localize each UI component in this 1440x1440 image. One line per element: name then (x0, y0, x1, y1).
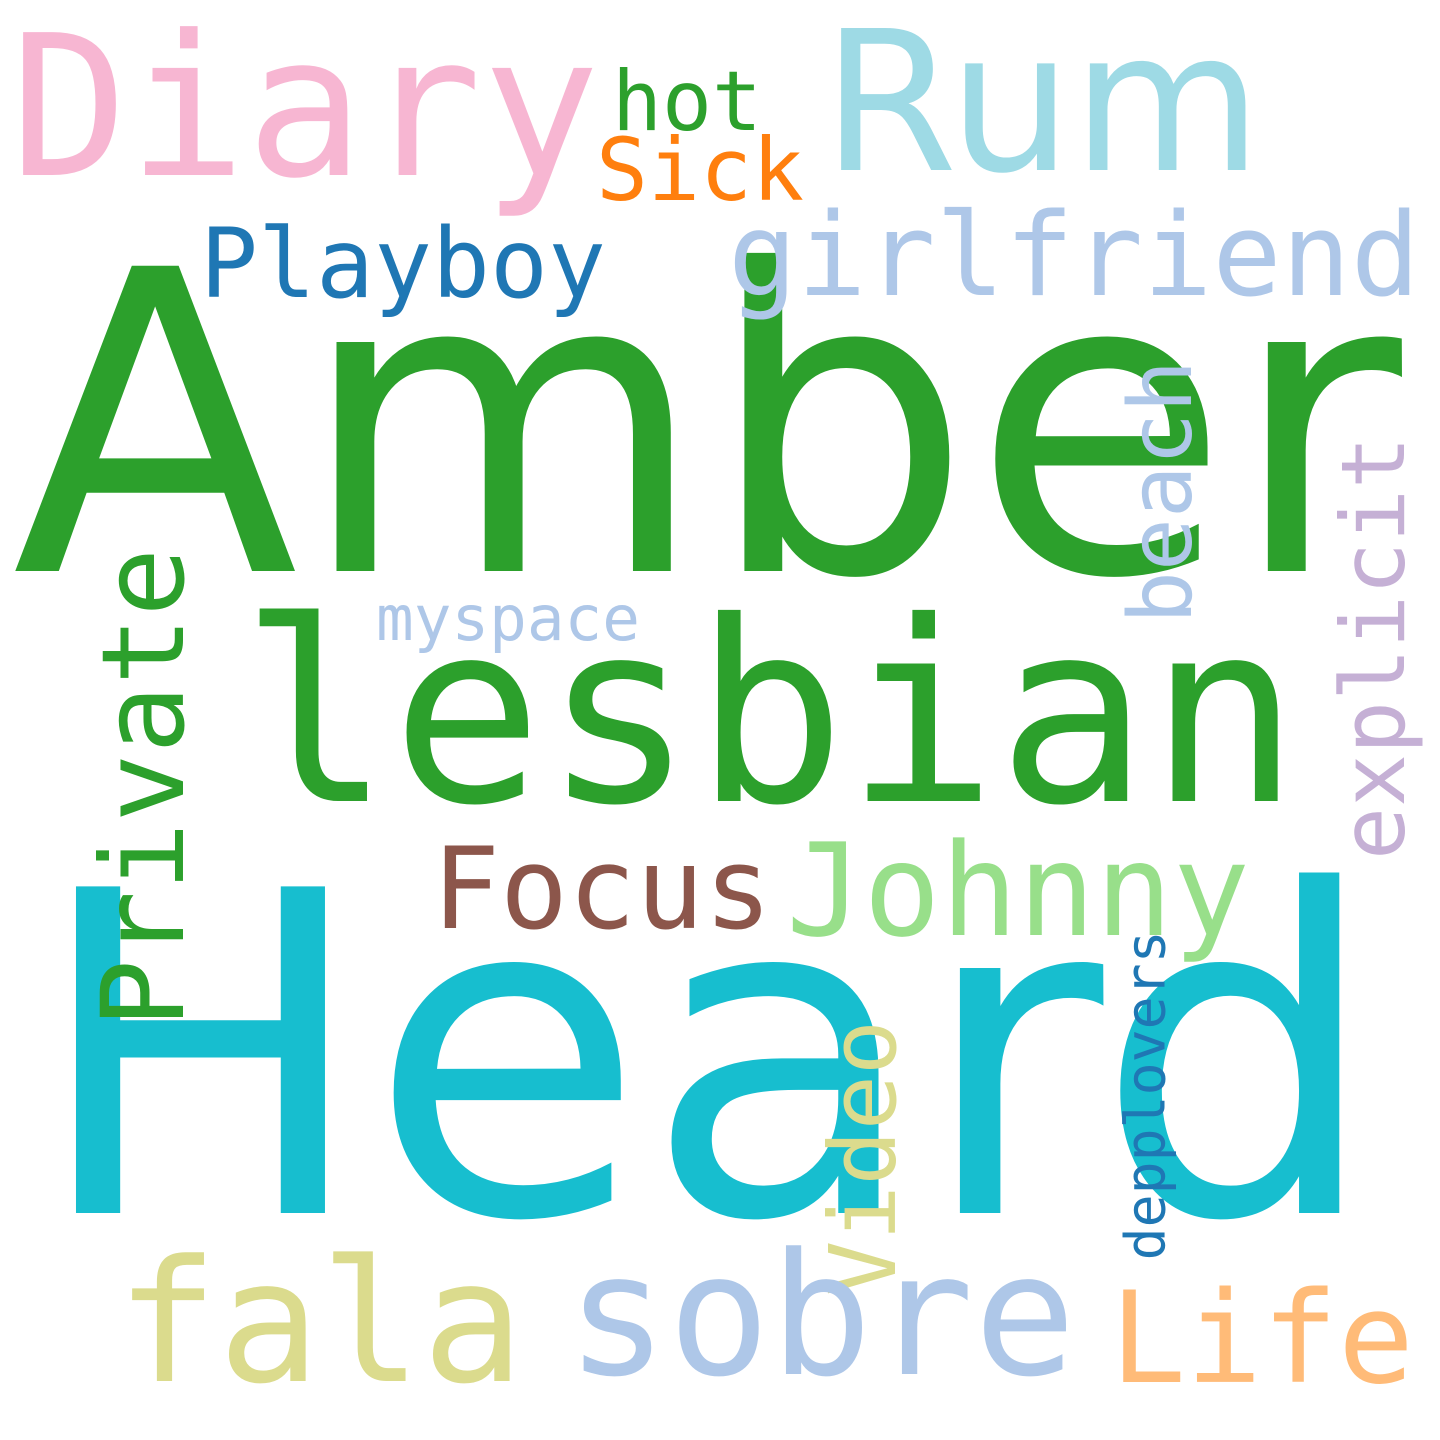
word-girlfriend: girlfriend (728, 188, 1420, 323)
word-lesbian: lesbian (240, 569, 1300, 862)
word-fala: fala (116, 1224, 524, 1422)
word-sobre: sobre (566, 1217, 1076, 1415)
word-heard: Heard (32, 796, 1380, 1319)
word-focus: Focus (432, 822, 772, 955)
word-playboy: Playboy (200, 207, 606, 320)
word-diary: Diary (10, 0, 600, 222)
word-depplovers: depplovers (1113, 929, 1178, 1260)
word-life: Life (1110, 1264, 1414, 1412)
word-myspace: myspace (376, 581, 640, 655)
word-private: Private (77, 548, 211, 1028)
word-sick: Sick (596, 120, 804, 221)
word-explicit: explicit (1321, 436, 1425, 860)
word-hot: hot (612, 53, 762, 151)
word-amber: Amber (12, 181, 1402, 670)
word-johnny: Johnny (786, 816, 1250, 966)
word-rum: Rum (822, 0, 1262, 216)
word-beach: beach (1110, 360, 1213, 624)
